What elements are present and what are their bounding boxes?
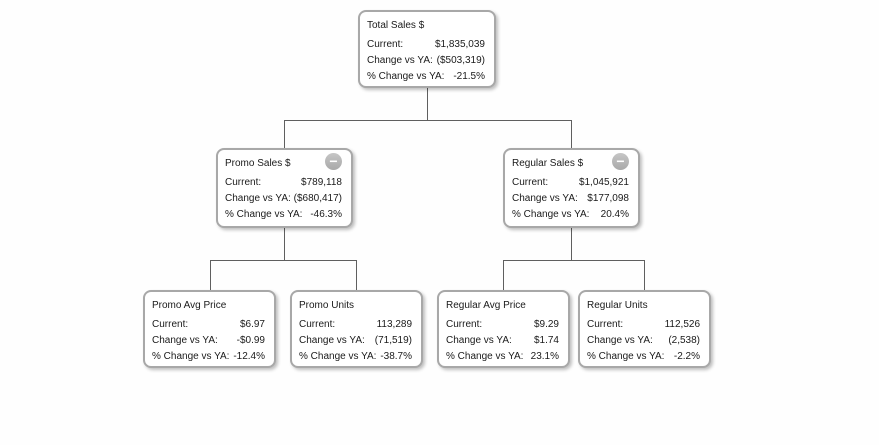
connector-line — [644, 260, 645, 290]
metric-row-pct-change: % Change vs YA: 23.1% — [446, 349, 559, 365]
metric-value: $9.29 — [533, 319, 559, 330]
metric-row-current: Current: $6.97 — [152, 317, 265, 333]
connector-line — [503, 260, 645, 261]
node-title: Regular Sales $ — [512, 158, 584, 169]
metric-label: Current: — [152, 319, 189, 330]
metric-label: % Change vs YA: — [446, 351, 524, 362]
metric-row-change: Change vs YA: ($503,319) — [367, 53, 485, 69]
node-title: Total Sales $ — [367, 20, 425, 31]
metric-row-current: Current: $1,835,039 — [367, 37, 485, 53]
node-promo-units[interactable]: Promo Units Current: 113,289 Change vs Y… — [290, 290, 423, 368]
metric-label: % Change vs YA: — [299, 351, 377, 362]
node-title: Promo Units — [299, 300, 355, 311]
metric-value: 23.1% — [530, 351, 559, 362]
metric-label: Change vs YA: — [446, 335, 512, 346]
metric-value: -12.4% — [233, 351, 265, 362]
metric-row-change: Change vs YA: ($680,417) — [225, 191, 342, 207]
metric-label: Change vs YA: — [225, 193, 291, 204]
metric-label: Current: — [446, 319, 483, 330]
connector-line — [503, 260, 504, 290]
connector-line — [284, 228, 285, 260]
connector-line — [571, 120, 572, 148]
metric-row-current: Current: 113,289 — [299, 317, 412, 333]
connector-line — [356, 260, 357, 290]
connector-line — [284, 120, 285, 148]
node-promo-avg-price[interactable]: Promo Avg Price Current: $6.97 Change vs… — [143, 290, 276, 368]
metric-label: Change vs YA: — [367, 55, 433, 66]
connector-line — [210, 260, 211, 290]
metric-value: ($503,319) — [436, 55, 485, 66]
metric-label: % Change vs YA: — [225, 209, 303, 220]
node-regular-avg-price[interactable]: Regular Avg Price Current: $9.29 Change … — [437, 290, 570, 368]
metric-row-change: Change vs YA: (2,538) — [587, 333, 700, 349]
metric-label: Change vs YA: — [512, 193, 578, 204]
metric-label: Current: — [367, 39, 404, 50]
metric-value: -2.2% — [673, 351, 700, 362]
metric-label: Current: — [299, 319, 336, 330]
metric-label: Change vs YA: — [152, 335, 218, 346]
metric-row-change: Change vs YA: -$0.99 — [152, 333, 265, 349]
metric-value: 113,289 — [376, 319, 412, 330]
metric-row-current: Current: 112,526 — [587, 317, 700, 333]
collapse-button[interactable]: − — [325, 153, 342, 170]
metric-row-pct-change: % Change vs YA: 20.4% — [512, 207, 629, 223]
metric-label: % Change vs YA: — [152, 351, 230, 362]
node-regular-sales[interactable]: Regular Sales $ − Current: $1,045,921 Ch… — [503, 148, 640, 228]
metric-value: (2,538) — [668, 335, 700, 346]
connector-line — [571, 228, 572, 260]
metric-value: $1,835,039 — [434, 39, 485, 50]
metric-row-pct-change: % Change vs YA: -38.7% — [299, 349, 412, 365]
minus-icon: − — [616, 153, 625, 169]
metric-row-current: Current: $9.29 — [446, 317, 559, 333]
metric-label: Current: — [225, 177, 262, 188]
metric-value: -21.5% — [453, 71, 485, 82]
metric-label: % Change vs YA: — [587, 351, 665, 362]
metric-value: $789,118 — [301, 177, 342, 188]
metric-label: % Change vs YA: — [512, 209, 590, 220]
metric-row-pct-change: % Change vs YA: -12.4% — [152, 349, 265, 365]
connector-line — [210, 260, 357, 261]
metric-value: $177,098 — [587, 193, 629, 204]
metric-label: Change vs YA: — [587, 335, 653, 346]
metric-value: 112,526 — [664, 319, 700, 330]
connector-line — [427, 88, 428, 120]
metric-value: -46.3% — [310, 209, 342, 220]
node-promo-sales[interactable]: Promo Sales $ − Current: $789,118 Change… — [216, 148, 353, 228]
metric-value: $1,045,921 — [578, 177, 629, 188]
metric-row-pct-change: % Change vs YA: -2.2% — [587, 349, 700, 365]
node-title: Regular Avg Price — [446, 300, 526, 311]
metric-value: -38.7% — [380, 351, 412, 362]
node-total-sales[interactable]: Total Sales $ Current: $1,835,039 Change… — [358, 10, 496, 88]
node-regular-units[interactable]: Regular Units Current: 112,526 Change vs… — [578, 290, 711, 368]
minus-icon: − — [329, 153, 338, 169]
metric-value: $6.97 — [239, 319, 265, 330]
connector-line — [284, 120, 572, 121]
metric-label: Change vs YA: — [299, 335, 365, 346]
metric-value: -$0.99 — [236, 335, 265, 346]
metric-value: $1.74 — [533, 335, 559, 346]
node-title: Promo Avg Price — [152, 300, 227, 311]
metric-value: 20.4% — [600, 209, 629, 220]
metric-row-change: Change vs YA: $1.74 — [446, 333, 559, 349]
node-title: Promo Sales $ — [225, 158, 291, 169]
metric-value: (71,519) — [374, 335, 412, 346]
metric-row-current: Current: $789,118 — [225, 175, 342, 191]
metric-row-pct-change: % Change vs YA: -21.5% — [367, 69, 485, 85]
metric-row-change: Change vs YA: (71,519) — [299, 333, 412, 349]
metric-row-current: Current: $1,045,921 — [512, 175, 629, 191]
metric-label: % Change vs YA: — [367, 71, 445, 82]
collapse-button[interactable]: − — [612, 153, 629, 170]
metric-value: ($680,417) — [293, 193, 342, 204]
metric-label: Current: — [587, 319, 624, 330]
metric-row-pct-change: % Change vs YA: -46.3% — [225, 207, 342, 223]
metric-row-change: Change vs YA: $177,098 — [512, 191, 629, 207]
node-title: Regular Units — [587, 300, 648, 311]
metric-label: Current: — [512, 177, 549, 188]
